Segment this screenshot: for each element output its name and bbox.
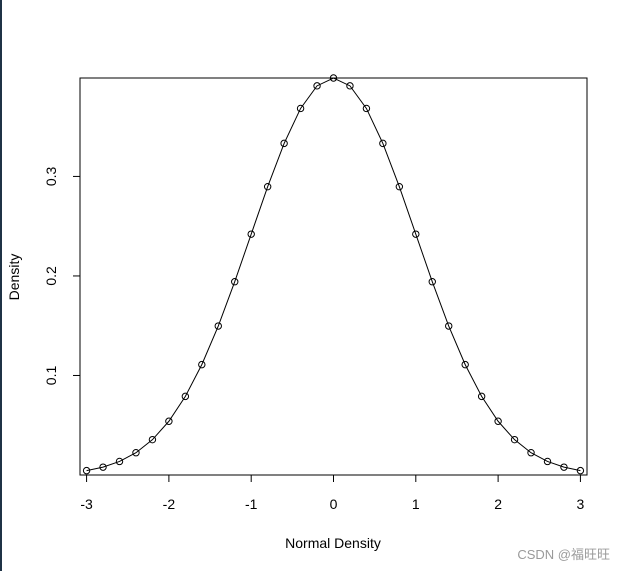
data-point [181, 392, 190, 401]
x-tick-label: 3 [577, 496, 585, 512]
y-axis: 0.1 0.2 0.3 [43, 166, 80, 385]
y-tick-label: 0.3 [43, 166, 59, 186]
data-point [576, 466, 585, 475]
data-point [115, 457, 124, 466]
data-point [395, 182, 404, 191]
data-point [477, 392, 486, 401]
data-point [296, 104, 305, 113]
watermark: CSDN @福旺旺 [517, 547, 610, 562]
y-axis-title: Density [6, 254, 22, 301]
data-point [362, 104, 371, 113]
data-point [560, 463, 568, 471]
x-tick-label: 0 [330, 496, 338, 512]
x-tick-label: -1 [245, 496, 258, 512]
data-point [461, 360, 469, 369]
data-point [247, 230, 255, 238]
x-tick-label: 1 [412, 496, 420, 512]
data-point [280, 139, 288, 148]
data-point [494, 417, 502, 425]
window-left-edge [0, 0, 2, 571]
y-tick-label: 0.1 [43, 366, 59, 386]
data-point [412, 230, 420, 238]
data-point [132, 449, 140, 457]
x-axis: -3 -2 -1 0 1 2 3 [80, 475, 585, 512]
data-point [527, 449, 535, 457]
x-axis-title: Normal Density [285, 535, 381, 551]
data-point [445, 322, 453, 330]
data-point [165, 417, 173, 425]
x-tick-label: 2 [494, 496, 502, 512]
density-line [86, 77, 581, 472]
data-point [99, 463, 107, 471]
x-tick-label: -3 [80, 496, 93, 512]
data-point [329, 74, 338, 82]
plot-frame [79, 77, 588, 476]
density-points [82, 74, 585, 475]
data-point [82, 466, 91, 475]
data-point [428, 278, 436, 286]
y-tick-label: 0.2 [43, 266, 59, 286]
data-point [510, 435, 519, 444]
x-tick-label: -2 [163, 496, 176, 512]
data-point [214, 322, 222, 330]
data-point [346, 82, 354, 90]
data-point [231, 278, 239, 286]
data-point [198, 360, 206, 369]
data-point [263, 182, 272, 191]
data-point [543, 457, 552, 466]
data-point [379, 139, 387, 148]
data-point [148, 435, 157, 444]
data-point [313, 82, 321, 90]
